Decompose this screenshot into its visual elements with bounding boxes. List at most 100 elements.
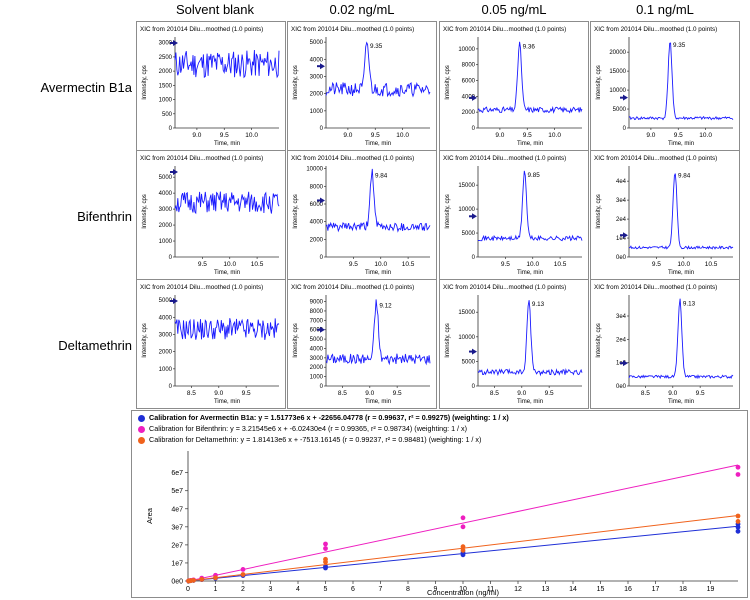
xic-chart: XIC from 201014 Dilu...moothed (1.0 poin… [443, 26, 583, 147]
column-header-0-1: 0.1 ng/mL [636, 2, 694, 17]
x-tick-label: 9.0 [668, 390, 677, 397]
xic-trace [325, 41, 431, 98]
x-axis-label: Time, min [517, 141, 543, 147]
x-tick-label: 10.0 [548, 132, 561, 139]
x-tick-label: 8.5 [187, 390, 196, 397]
retention-marker-icon [320, 63, 325, 70]
cal-y-tick-label: 4e7 [171, 506, 183, 513]
y-tick-label: 0 [320, 384, 324, 390]
y-tick-label: 3000 [159, 41, 173, 47]
xic-chart: XIC from 201014 Dilu...moothed (1.0 poin… [594, 284, 734, 405]
retention-marker-icon [320, 197, 325, 204]
cal-x-tick-label: 7 [379, 586, 383, 593]
cal-x-tick-label: 15 [597, 586, 605, 593]
y-tick-label: 10000 [458, 47, 475, 53]
y-tick-label: 0 [169, 384, 173, 390]
xic-chart: XIC from 201014 Dilu...moothed (1.0 poin… [140, 284, 280, 405]
cal-y-tick-label: 5e7 [171, 488, 183, 495]
cal-x-tick-label: 12 [514, 586, 522, 593]
cal-x-tick-label: 16 [624, 586, 632, 593]
y-tick-label: 1000 [159, 98, 173, 104]
xic-panel-r1-c1: XIC from 201014 Dilu...moothed (1.0 poin… [287, 150, 437, 280]
xic-panel-r0-c2: XIC from 201014 Dilu...moothed (1.0 poin… [439, 21, 589, 151]
peak-label: 9.85 [528, 172, 541, 179]
y-tick-label: 15000 [609, 69, 626, 75]
y-tick-label: 2000 [159, 350, 173, 356]
y-axis-label: Intensity, cps [596, 194, 602, 229]
retention-marker-icon [623, 94, 628, 101]
x-tick-label: 9.5 [220, 132, 229, 139]
y-tick-label: 4000 [159, 315, 173, 321]
y-axis-label: Intensity, cps [445, 323, 451, 358]
xic-title: XIC from 201014 Dilu...moothed (1.0 poin… [443, 284, 566, 291]
y-tick-label: 2000 [310, 365, 324, 371]
xic-panel-r1-c0: XIC from 201014 Dilu...moothed (1.0 poin… [136, 150, 286, 280]
xic-title: XIC from 201014 Dilu...moothed (1.0 poin… [594, 26, 717, 33]
y-tick-label: 500 [162, 112, 173, 118]
legend-dot-deltamethrin [138, 436, 145, 444]
x-axis-label: Time, min [668, 399, 694, 405]
y-tick-label: 9000 [310, 300, 324, 306]
calibration-point [213, 575, 218, 581]
y-tick-label: 8000 [462, 63, 476, 69]
xic-title: XIC from 201014 Dilu...moothed (1.0 poin… [443, 155, 566, 162]
y-tick-label: 4000 [310, 57, 324, 63]
calibration-point [191, 577, 196, 583]
x-axis-label: Time, min [517, 399, 543, 405]
x-tick-label: 9.5 [501, 261, 510, 268]
cal-y-tick-label: 1e7 [171, 560, 183, 567]
xic-trace [174, 191, 280, 215]
xic-panel-r1-c3: XIC from 201014 Dilu...moothed (1.0 poin… [590, 150, 740, 280]
y-tick-label: 5000 [310, 337, 324, 343]
xic-title: XIC from 201014 Dilu...moothed (1.0 poin… [291, 155, 414, 162]
cal-x-tick-label: 4 [296, 586, 300, 593]
y-tick-label: 6000 [462, 79, 476, 85]
y-tick-label: 2000 [159, 69, 173, 75]
x-tick-label: 10.0 [396, 132, 409, 139]
peak-label: 9.35 [370, 43, 383, 50]
cal-x-tick-label: 10 [459, 586, 467, 593]
peak-label: 9.13 [683, 301, 696, 308]
xic-chart: XIC from 201014 Dilu...moothed (1.0 poin… [443, 155, 583, 276]
column-header-0-02: 0.02 ng/mL [329, 2, 395, 17]
legend-label-deltamethrin: Calibration for Deltamethrin: y = 1.8141… [149, 435, 482, 444]
cal-x-tick-label: 6 [351, 586, 355, 593]
cal-x-tick-label: 9 [434, 586, 438, 593]
y-tick-label: 5000 [159, 175, 173, 181]
x-tick-label: 9.5 [545, 390, 554, 397]
xic-panel-r2-c3: XIC from 201014 Dilu...moothed (1.0 poin… [590, 279, 740, 409]
y-tick-label: 5000 [462, 359, 476, 365]
y-tick-label: 0e0 [616, 255, 627, 261]
xic-trace [628, 42, 734, 121]
xic-chart: XIC from 201014 Dilu...moothed (1.0 poin… [443, 284, 583, 405]
retention-marker-icon [320, 326, 325, 333]
y-tick-label: 4000 [462, 94, 476, 100]
y-tick-label: 6000 [310, 202, 324, 208]
peak-label: 9.84 [678, 173, 691, 180]
xic-panel-r0-c3: XIC from 201014 Dilu...moothed (1.0 poin… [590, 21, 740, 151]
calibration-point [735, 513, 741, 519]
xic-panel-r0-c0: XIC from 201014 Dilu...moothed (1.0 poin… [136, 21, 286, 151]
y-tick-label: 5000 [159, 298, 173, 304]
legend-entry-deltamethrin: Calibration for Deltamethrin: y = 1.8141… [138, 436, 481, 444]
y-tick-label: 10000 [609, 88, 626, 94]
y-tick-label: 1000 [159, 239, 173, 245]
calibration-point [460, 524, 466, 530]
xic-panel-r0-c1: XIC from 201014 Dilu...moothed (1.0 poin… [287, 21, 437, 151]
calibration-point [735, 472, 741, 477]
retention-marker-icon [472, 213, 477, 220]
calibration-point [323, 546, 328, 551]
y-tick-label: 0 [169, 255, 173, 261]
cal-y-tick-label: 0e0 [171, 579, 183, 586]
x-tick-label: 10.0 [223, 261, 236, 268]
x-tick-label: 9.0 [495, 132, 504, 139]
x-tick-label: 9.0 [517, 390, 526, 397]
xic-panel-r2-c0: XIC from 201014 Dilu...moothed (1.0 poin… [136, 279, 286, 409]
calibration-point [460, 515, 466, 521]
y-tick-label: 0e0 [616, 384, 627, 390]
legend-entry-avermectin: Calibration for Avermectin B1a: y = 1.51… [138, 414, 509, 422]
y-tick-label: 2e4 [616, 217, 627, 223]
x-tick-label: 8.5 [641, 390, 650, 397]
xic-trace [629, 173, 734, 250]
xic-chart: XIC from 201014 Dilu...moothed (1.0 poin… [291, 26, 431, 147]
